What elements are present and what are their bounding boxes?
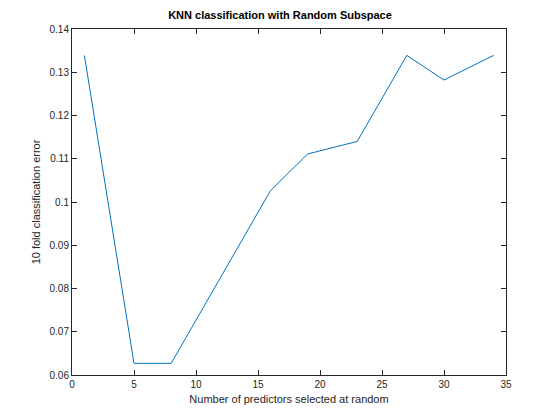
svg-text:10 fold classification error: 10 fold classification error	[30, 139, 42, 264]
svg-text:25: 25	[376, 379, 388, 390]
svg-text:30: 30	[438, 379, 450, 390]
svg-text:5: 5	[131, 379, 137, 390]
svg-text:0.14: 0.14	[50, 24, 70, 35]
svg-text:0.08: 0.08	[50, 283, 70, 294]
svg-text:Number of predictors selected: Number of predictors selected at random	[189, 393, 388, 405]
svg-text:35: 35	[500, 379, 512, 390]
svg-text:0.07: 0.07	[50, 326, 70, 337]
svg-text:0.06: 0.06	[50, 370, 70, 381]
svg-text:15: 15	[252, 379, 264, 390]
svg-text:KNN classification with Random: KNN classification with Random Subspace	[168, 9, 392, 21]
svg-text:20: 20	[314, 379, 326, 390]
svg-text:0.13: 0.13	[50, 67, 70, 78]
svg-text:0.12: 0.12	[50, 110, 70, 121]
svg-text:0.09: 0.09	[50, 240, 70, 251]
svg-text:10: 10	[190, 379, 202, 390]
svg-text:0.11: 0.11	[50, 153, 69, 164]
svg-text:0: 0	[69, 379, 75, 390]
svg-text:0.1: 0.1	[55, 197, 69, 208]
